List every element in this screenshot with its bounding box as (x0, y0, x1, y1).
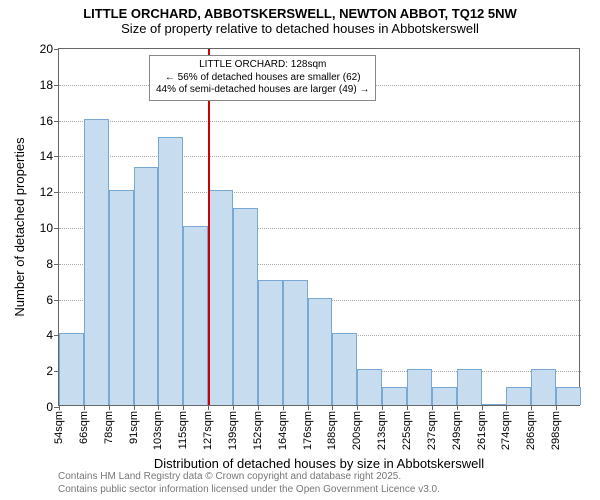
ytick-mark (54, 264, 59, 265)
xtick-label: 261sqm (476, 411, 488, 450)
xtick-label: 103sqm (152, 411, 164, 450)
histogram-chart: LITTLE ORCHARD, ABBOTSKERSWELL, NEWTON A… (0, 0, 600, 500)
ytick-mark (54, 121, 59, 122)
xtick-label: 164sqm (277, 411, 289, 450)
xtick-mark (432, 405, 433, 410)
xtick-mark (506, 405, 507, 410)
annotation-line3: 44% of semi-detached houses are larger (… (156, 84, 369, 97)
ytick-mark (54, 49, 59, 50)
ytick-mark (54, 228, 59, 229)
histogram-bar (357, 369, 382, 405)
histogram-bar (134, 167, 159, 405)
xtick-mark (208, 405, 209, 410)
xtick-mark (332, 405, 333, 410)
xtick-mark (357, 405, 358, 410)
histogram-bar (84, 119, 109, 405)
histogram-bar (308, 298, 333, 405)
attribution-line1: Contains HM Land Registry data © Crown c… (58, 470, 440, 483)
annotation-line1: LITTLE ORCHARD: 128sqm (156, 59, 369, 72)
ytick-label: 20 (40, 42, 53, 56)
xtick-label: 115sqm (177, 411, 189, 449)
gridline (59, 121, 581, 122)
ytick-label: 16 (40, 114, 53, 128)
xtick-label: 225sqm (401, 411, 413, 450)
xtick-mark (482, 405, 483, 410)
y-axis-label: Number of detached properties (12, 137, 27, 316)
xtick-mark (407, 405, 408, 410)
xtick-label: 78sqm (103, 411, 115, 444)
xtick-label: 91sqm (128, 411, 140, 444)
chart-title-block: LITTLE ORCHARD, ABBOTSKERSWELL, NEWTON A… (0, 6, 600, 36)
xtick-label: 66sqm (78, 411, 90, 444)
xtick-mark (308, 405, 309, 410)
histogram-bar (208, 190, 233, 405)
plot-area: 0246810121416182054sqm66sqm78sqm91sqm103… (58, 48, 580, 406)
histogram-bar (432, 387, 457, 405)
gridline (59, 156, 581, 157)
xtick-mark (531, 405, 532, 410)
histogram-bar (233, 208, 258, 405)
ytick-label: 8 (46, 257, 53, 271)
histogram-bar (183, 226, 208, 405)
attribution-block: Contains HM Land Registry data © Crown c… (58, 470, 440, 496)
ytick-mark (54, 300, 59, 301)
attribution-line2: Contains public sector information licen… (58, 483, 440, 496)
xtick-mark (283, 405, 284, 410)
xtick-label: 139sqm (227, 411, 239, 450)
ytick-mark (54, 156, 59, 157)
histogram-bar (482, 404, 507, 405)
ytick-label: 10 (40, 221, 53, 235)
histogram-bar (158, 137, 183, 406)
histogram-bar (332, 333, 357, 405)
histogram-bar (457, 369, 482, 405)
histogram-bar (531, 369, 556, 405)
xtick-mark (457, 405, 458, 410)
ytick-label: 2 (46, 364, 53, 378)
ytick-mark (54, 192, 59, 193)
xtick-mark (84, 405, 85, 410)
chart-title-line2: Size of property relative to detached ho… (0, 21, 600, 36)
xtick-mark (109, 405, 110, 410)
xtick-mark (59, 405, 60, 410)
xtick-mark (382, 405, 383, 410)
xtick-label: 127sqm (202, 411, 214, 450)
xtick-mark (134, 405, 135, 410)
histogram-bar (556, 387, 581, 405)
histogram-bar (382, 387, 407, 405)
xtick-label: 176sqm (302, 411, 314, 450)
xtick-label: 249sqm (451, 411, 463, 450)
xtick-label: 152sqm (252, 411, 264, 450)
ytick-label: 14 (40, 149, 53, 163)
chart-title-line1: LITTLE ORCHARD, ABBOTSKERSWELL, NEWTON A… (0, 6, 600, 21)
ytick-label: 12 (40, 185, 53, 199)
xtick-label: 54sqm (53, 411, 65, 444)
ytick-label: 18 (40, 78, 53, 92)
xtick-label: 200sqm (351, 411, 363, 450)
ytick-label: 0 (46, 400, 53, 414)
histogram-bar (283, 280, 308, 405)
xtick-label: 213sqm (376, 411, 388, 450)
xtick-mark (233, 405, 234, 410)
ytick-mark (54, 85, 59, 86)
x-axis-label: Distribution of detached houses by size … (58, 456, 580, 471)
histogram-bar (59, 333, 84, 405)
xtick-mark (183, 405, 184, 410)
xtick-mark (258, 405, 259, 410)
ytick-label: 4 (46, 328, 53, 342)
histogram-bar (407, 369, 432, 405)
ytick-label: 6 (46, 293, 53, 307)
xtick-mark (158, 405, 159, 410)
xtick-label: 274sqm (500, 411, 512, 450)
annotation-line2: ← 56% of detached houses are smaller (62… (156, 72, 369, 85)
xtick-label: 298sqm (550, 411, 562, 450)
annotation-box: LITTLE ORCHARD: 128sqm← 56% of detached … (149, 55, 376, 101)
histogram-bar (109, 190, 134, 405)
reference-line (208, 49, 210, 405)
xtick-label: 286sqm (525, 411, 537, 450)
histogram-bar (506, 387, 531, 405)
xtick-label: 237sqm (426, 411, 438, 450)
histogram-bar (258, 280, 283, 405)
xtick-mark (556, 405, 557, 410)
xtick-label: 188sqm (326, 411, 338, 450)
